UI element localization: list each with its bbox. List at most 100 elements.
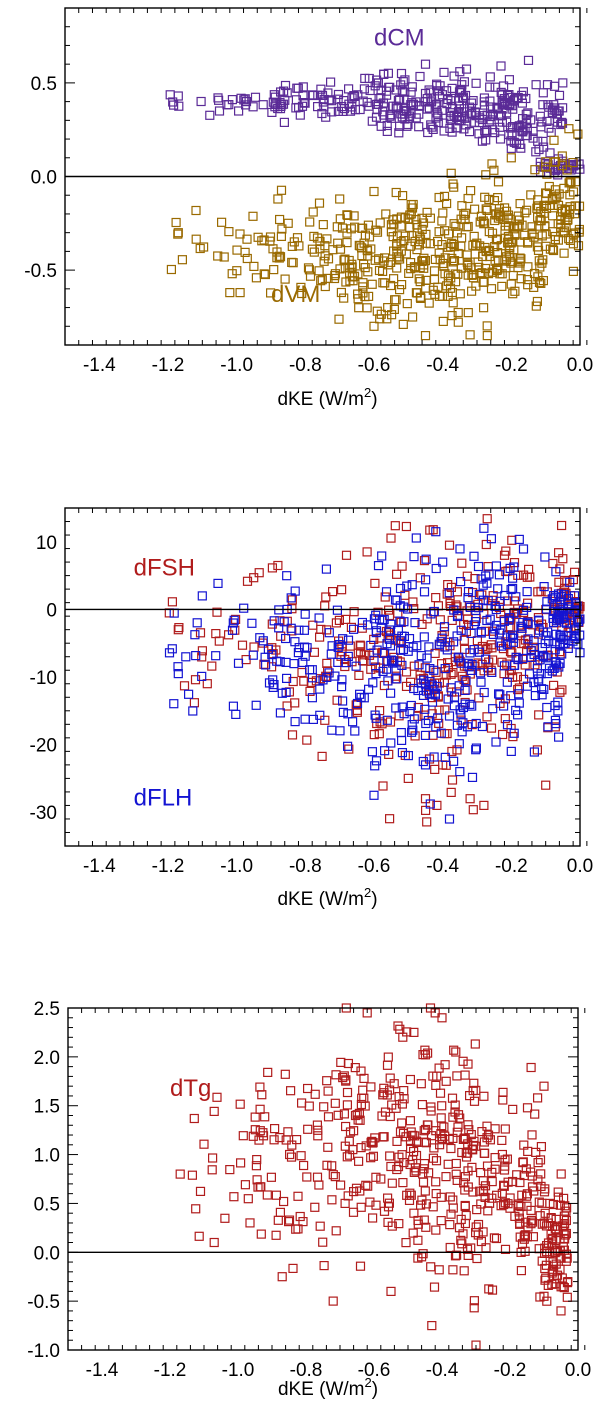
data-point bbox=[338, 696, 348, 706]
data-point bbox=[436, 728, 446, 738]
data-point bbox=[196, 96, 206, 107]
data-point bbox=[479, 303, 489, 313]
data-point bbox=[551, 718, 561, 729]
data-point bbox=[451, 221, 461, 231]
x-tick-label: -1.4 bbox=[86, 1360, 119, 1381]
data-point bbox=[376, 309, 386, 319]
data-point bbox=[428, 1202, 438, 1212]
data-point bbox=[363, 251, 373, 261]
data-point bbox=[437, 1133, 448, 1144]
data-point bbox=[280, 1069, 290, 1079]
data-point bbox=[498, 729, 508, 740]
data-point bbox=[372, 645, 382, 655]
data-point bbox=[294, 625, 304, 635]
data-point bbox=[550, 231, 560, 242]
data-point bbox=[323, 1142, 333, 1152]
data-point bbox=[526, 646, 536, 656]
data-point bbox=[404, 1195, 415, 1206]
data-point bbox=[240, 247, 250, 257]
data-point bbox=[461, 1210, 471, 1221]
data-point bbox=[439, 261, 449, 271]
data-point bbox=[228, 618, 238, 628]
data-point bbox=[447, 127, 457, 137]
data-point bbox=[489, 196, 499, 206]
data-point bbox=[290, 586, 300, 596]
data-point bbox=[511, 705, 521, 716]
data-point bbox=[482, 1133, 492, 1143]
data-point bbox=[262, 1190, 272, 1200]
data-point bbox=[298, 1216, 308, 1227]
data-point bbox=[378, 98, 388, 108]
data-point bbox=[286, 1152, 297, 1162]
data-point bbox=[444, 588, 454, 598]
data-point bbox=[539, 1081, 549, 1091]
data-point bbox=[173, 228, 183, 238]
data-point bbox=[365, 85, 375, 96]
data-point bbox=[429, 274, 440, 285]
data-point bbox=[454, 116, 465, 126]
data-point bbox=[543, 160, 553, 170]
data-point bbox=[343, 709, 353, 719]
data-point bbox=[349, 211, 359, 221]
data-point bbox=[224, 227, 234, 237]
data-point bbox=[348, 717, 358, 727]
data-point bbox=[401, 681, 412, 692]
data-point bbox=[470, 616, 481, 627]
data-point bbox=[537, 690, 547, 700]
data-point bbox=[557, 649, 567, 659]
series-1 bbox=[175, 1003, 573, 1350]
data-point bbox=[555, 687, 565, 697]
x-tick-label: -0.4 bbox=[426, 856, 459, 877]
data-point bbox=[420, 331, 431, 341]
data-point bbox=[529, 282, 539, 292]
data-point bbox=[473, 1230, 483, 1240]
data-point bbox=[447, 1093, 458, 1103]
y-tick-label: 1.0 bbox=[34, 1146, 60, 1167]
data-point bbox=[447, 311, 457, 321]
data-point bbox=[173, 625, 183, 635]
data-point bbox=[418, 1177, 429, 1187]
data-point bbox=[208, 1153, 218, 1163]
data-point bbox=[499, 661, 509, 671]
data-point bbox=[535, 111, 545, 121]
data-point bbox=[490, 601, 500, 612]
data-point bbox=[533, 1157, 543, 1168]
data-point bbox=[357, 251, 367, 261]
data-point bbox=[466, 98, 477, 108]
data-point bbox=[287, 1140, 297, 1150]
data-point bbox=[441, 1076, 451, 1086]
data-point bbox=[517, 1190, 527, 1200]
data-point bbox=[457, 558, 467, 568]
data-point bbox=[397, 702, 407, 712]
data-point bbox=[522, 275, 533, 285]
data-point bbox=[536, 684, 547, 694]
data-point bbox=[515, 1177, 525, 1188]
data-point bbox=[493, 193, 503, 203]
data-point bbox=[542, 702, 552, 713]
data-point bbox=[508, 1104, 518, 1115]
data-point bbox=[308, 207, 318, 217]
data-point bbox=[411, 113, 421, 123]
data-point bbox=[330, 269, 340, 279]
data-point bbox=[383, 303, 393, 313]
data-point bbox=[377, 551, 387, 561]
data-point bbox=[391, 187, 401, 198]
data-point bbox=[217, 217, 227, 227]
data-point bbox=[536, 586, 546, 597]
data-point bbox=[522, 602, 532, 613]
data-point bbox=[237, 640, 248, 650]
data-point bbox=[418, 218, 429, 228]
data-point bbox=[385, 1085, 395, 1095]
data-point bbox=[403, 119, 413, 130]
data-point bbox=[514, 1219, 525, 1229]
data-point bbox=[531, 147, 541, 157]
data-point bbox=[406, 1143, 416, 1154]
data-point bbox=[308, 90, 318, 101]
data-point bbox=[319, 1102, 329, 1112]
data-point bbox=[433, 111, 443, 121]
data-point bbox=[534, 144, 544, 155]
data-point bbox=[402, 299, 412, 309]
data-point bbox=[434, 718, 444, 729]
data-point bbox=[397, 1150, 407, 1160]
data-point bbox=[448, 1195, 458, 1205]
